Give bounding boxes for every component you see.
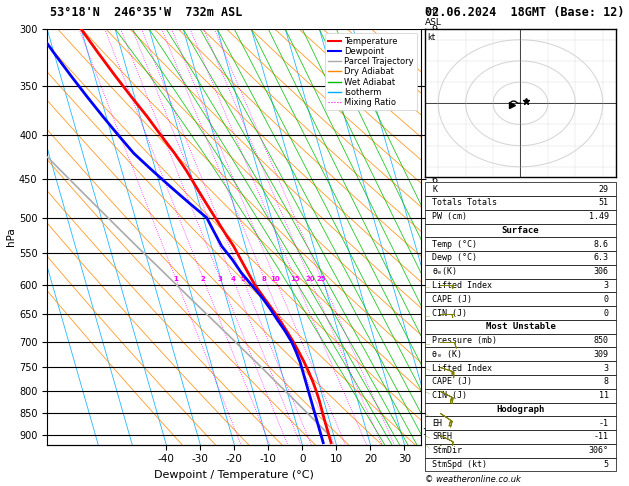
Bar — [425, 278, 616, 293]
Bar — [425, 237, 616, 251]
Text: —: — — [425, 441, 432, 449]
Text: StmDir: StmDir — [432, 446, 462, 455]
Legend: Temperature, Dewpoint, Parcel Trajectory, Dry Adiabat, Wet Adiabat, Isotherm, Mi: Temperature, Dewpoint, Parcel Trajectory… — [325, 34, 417, 110]
Text: StmSpd (kt): StmSpd (kt) — [432, 460, 487, 469]
Text: 11: 11 — [599, 391, 609, 400]
Bar — [425, 251, 616, 265]
Text: 850: 850 — [594, 336, 609, 345]
Text: θₑ (K): θₑ (K) — [432, 350, 462, 359]
Text: 15: 15 — [291, 276, 300, 282]
Bar — [425, 361, 616, 375]
Text: Lifted Index: Lifted Index — [432, 281, 493, 290]
X-axis label: Dewpoint / Temperature (°C): Dewpoint / Temperature (°C) — [154, 470, 314, 480]
Bar — [425, 389, 616, 402]
Text: EH: EH — [432, 419, 442, 428]
Bar — [425, 347, 616, 361]
Text: 8: 8 — [262, 276, 267, 282]
Text: —: — — [425, 364, 431, 370]
Text: Most Unstable: Most Unstable — [486, 322, 555, 331]
Bar — [425, 402, 616, 417]
Text: K: K — [432, 185, 437, 193]
Text: Hodograph: Hodograph — [496, 405, 545, 414]
Text: Lifted Index: Lifted Index — [432, 364, 493, 373]
Text: 6.3: 6.3 — [594, 254, 609, 262]
Text: 10: 10 — [270, 276, 280, 282]
Text: 1LCL: 1LCL — [422, 428, 441, 437]
Text: 29: 29 — [599, 185, 609, 193]
Text: CAPE (J): CAPE (J) — [432, 378, 472, 386]
Text: CIN (J): CIN (J) — [432, 391, 467, 400]
Text: 1: 1 — [173, 276, 178, 282]
Bar — [425, 293, 616, 306]
Text: Dewp (°C): Dewp (°C) — [432, 254, 477, 262]
Text: 20: 20 — [305, 276, 314, 282]
Text: © weatheronline.co.uk: © weatheronline.co.uk — [425, 474, 520, 484]
Text: 1.49: 1.49 — [589, 212, 609, 221]
Text: -1: -1 — [599, 419, 609, 428]
Bar — [425, 430, 616, 444]
Text: 306: 306 — [594, 267, 609, 276]
Text: 0: 0 — [604, 295, 609, 304]
Y-axis label: Mixing Ratio (g/kg): Mixing Ratio (g/kg) — [440, 194, 448, 280]
Text: Totals Totals: Totals Totals — [432, 198, 498, 208]
Text: 5: 5 — [240, 276, 245, 282]
Bar — [425, 182, 616, 196]
Text: 51: 51 — [599, 198, 609, 208]
Text: —: — — [425, 312, 430, 317]
Bar — [425, 444, 616, 458]
Text: —: — — [425, 339, 430, 345]
Bar — [425, 320, 616, 334]
Text: 4: 4 — [230, 276, 235, 282]
Bar — [425, 458, 616, 471]
Text: km
ASL: km ASL — [425, 7, 442, 27]
Text: 3: 3 — [218, 276, 223, 282]
Text: CAPE (J): CAPE (J) — [432, 295, 472, 304]
Text: -11: -11 — [594, 433, 609, 441]
Y-axis label: hPa: hPa — [6, 227, 16, 246]
Bar — [425, 417, 616, 430]
Text: kt: kt — [427, 34, 435, 42]
Text: 3: 3 — [604, 281, 609, 290]
Text: Surface: Surface — [502, 226, 539, 235]
Bar — [425, 375, 616, 389]
Bar — [425, 306, 616, 320]
Text: 3: 3 — [604, 364, 609, 373]
Text: —: — — [425, 410, 432, 417]
Bar — [425, 334, 616, 347]
Bar — [425, 224, 616, 237]
Text: PW (cm): PW (cm) — [432, 212, 467, 221]
Text: 5: 5 — [604, 460, 609, 469]
Text: 02.06.2024  18GMT (Base: 12): 02.06.2024 18GMT (Base: 12) — [425, 6, 624, 19]
Text: —: — — [425, 431, 431, 438]
Text: 53°18'N  246°35'W  732m ASL: 53°18'N 246°35'W 732m ASL — [50, 6, 243, 19]
Bar — [425, 265, 616, 278]
Text: θₑ(K): θₑ(K) — [432, 267, 457, 276]
Text: Temp (°C): Temp (°C) — [432, 240, 477, 249]
Text: 0: 0 — [604, 309, 609, 317]
Text: Pressure (mb): Pressure (mb) — [432, 336, 498, 345]
Text: —: — — [425, 282, 430, 287]
Text: SREH: SREH — [432, 433, 452, 441]
Text: —: — — [425, 388, 431, 395]
Text: 8.6: 8.6 — [594, 240, 609, 249]
Text: CIN (J): CIN (J) — [432, 309, 467, 317]
Text: 8: 8 — [604, 378, 609, 386]
Bar — [425, 196, 616, 210]
Text: 25: 25 — [317, 276, 326, 282]
Text: 2: 2 — [201, 276, 206, 282]
Bar — [425, 210, 616, 224]
Text: 309: 309 — [594, 350, 609, 359]
Text: 306°: 306° — [589, 446, 609, 455]
